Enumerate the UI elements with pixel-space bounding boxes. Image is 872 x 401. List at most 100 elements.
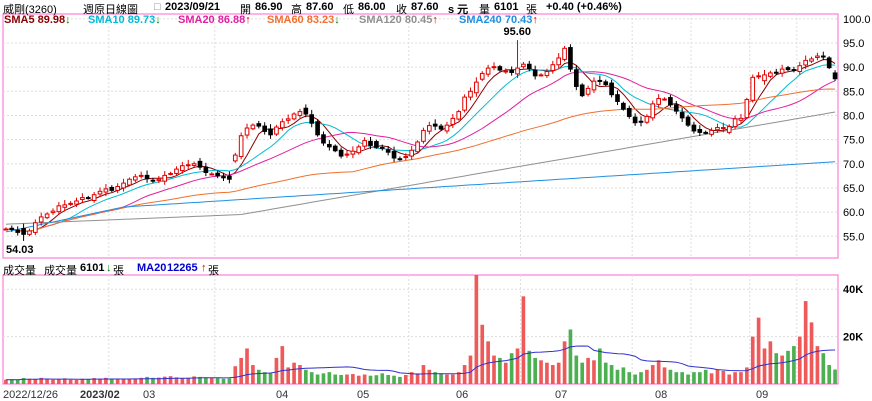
volume-bar [280,346,285,384]
candle-body [574,69,579,87]
volume-bar [21,378,26,384]
candle-body [526,63,532,70]
sma5-arrow-icon: ↓ [65,14,71,26]
high-label: 高 [291,4,302,16]
sma10-label: SMA10 [88,14,125,26]
candle-body [532,69,538,77]
sma-legend: SMA5 89.98↓ SMA10 89.73↓ SMA20 86.88↑ SM… [0,13,840,27]
volume-bar [180,378,185,384]
volume-bar [415,373,420,384]
volume-bar [162,376,167,384]
sma10-line [5,64,836,232]
axis-labels: 100.0 95.0 90.0 85.0 80.0 75.0 70.0 65.0 60.0 55.… [3,14,871,401]
candle-body [209,173,215,176]
candle-body [368,140,373,146]
volume-bar [315,374,320,384]
candle-body [56,205,62,213]
candle-body [809,58,814,62]
candle-body [597,79,603,82]
volume-bar [380,373,385,384]
candle-body [603,81,609,86]
price-tick-label: 85.0 [843,86,864,98]
price-tick-label: 70.0 [843,159,864,171]
candle-body [391,150,397,159]
volume-bar [245,348,249,384]
candle-body [15,229,21,233]
candle-body [679,112,685,119]
volume-bar [786,350,790,384]
candle-body [756,75,761,78]
candle-body [262,125,267,132]
sma60-label: SMA60 [267,14,304,26]
candle-body [379,146,385,149]
volume-legend-value: 6101 [80,262,105,274]
candle-body [585,87,591,95]
volume-bar [715,369,720,384]
volume-bar [368,375,373,384]
volume-bar [615,369,620,384]
volume-bar [409,372,414,384]
volume-bar [151,377,155,384]
volume-bar [268,373,273,384]
sma5-legend: SMA5 89.98↓ [4,14,71,26]
candle-body [80,197,85,201]
candle-body [109,186,115,191]
candle-body [662,98,667,101]
candle-body [779,68,785,74]
x-tick-label: 07 [555,389,567,401]
candle-body [456,111,462,120]
volume-bar [451,374,455,384]
candle-body [697,128,703,133]
volume-ma-value: 12265 [167,262,198,274]
low-annotation: 54.03 [6,244,34,256]
sma60-legend: SMA60 83.23↓ [267,14,340,26]
sma5-value: 89.98 [37,14,66,26]
volume-bar [627,372,632,384]
close-suffix: s 元 [448,4,469,16]
volume-bar [545,362,549,384]
price-tick-label: 55.0 [843,231,864,243]
price-panel-border [2,13,839,259]
candle-body [738,117,744,121]
x-tick-label: 2023/02 [80,389,120,401]
candle-body [762,74,767,82]
candle-body [97,190,103,195]
volume-bar [592,360,596,384]
sma10-legend: SMA10 89.73↓ [88,14,161,26]
high-annotation: 95.60 [504,26,532,38]
low-value: 86.00 [358,1,386,13]
sma120-arrow-icon: ↑ [432,14,438,26]
candle-body [703,131,709,134]
candle-body [415,141,420,153]
candle-body [656,98,661,105]
volume-bar [462,365,467,384]
volume-bar [633,374,637,384]
candle-body [121,182,126,189]
candle-body [238,135,244,158]
volume-bar [809,322,814,384]
volume-bar [57,379,61,384]
volume-bar [227,378,232,384]
candle-body [509,69,514,73]
sma20-value: 86.88 [217,14,246,26]
price-panel [2,13,839,259]
volume-bar [556,362,561,384]
volume-bar [697,372,702,384]
candle-body [138,174,144,177]
volume-bar [580,362,585,384]
volume-panel-title: 成交量 [3,265,36,277]
volume-bar [274,357,279,384]
volume-panel-border [2,274,839,385]
close-value: 87.60 [411,1,439,13]
volume-bar [427,369,432,384]
volume-bar [439,373,443,384]
candle-body [691,124,697,132]
candle-body [632,116,638,124]
volume-bar [609,365,614,384]
candle-body [162,174,168,182]
sma20-legend: SMA20 86.88↑ [178,14,251,26]
candle-body [350,150,356,155]
candle-body [50,210,56,214]
candle-body [497,66,503,71]
candle-body [815,55,820,58]
